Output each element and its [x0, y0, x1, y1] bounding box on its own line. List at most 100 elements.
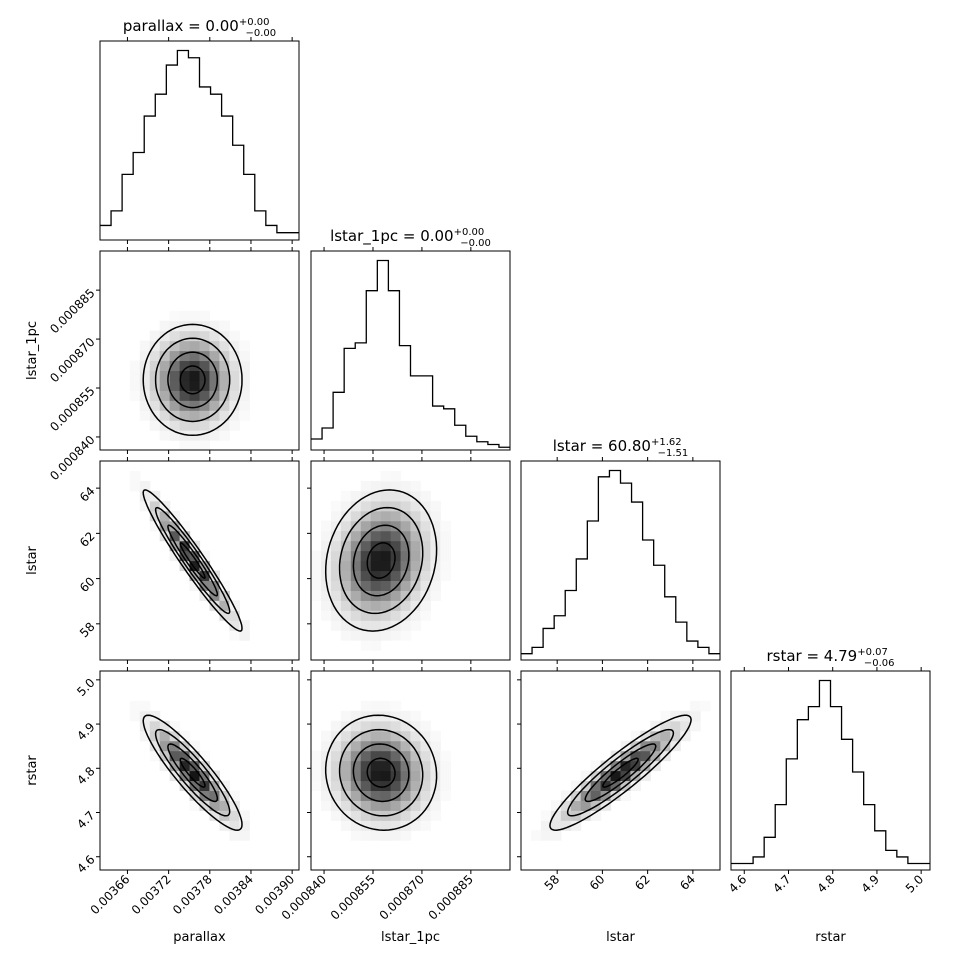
- x-axis-label-lstar: lstar: [606, 930, 635, 945]
- density-cell: [340, 580, 352, 591]
- density-cell: [149, 750, 161, 762]
- density-cell: [400, 560, 412, 572]
- density-cell: [311, 780, 322, 791]
- density-cell: [370, 630, 382, 641]
- density-cell: [199, 770, 211, 782]
- density-cell: [169, 530, 181, 542]
- density-cell: [129, 480, 141, 492]
- density-cell: [209, 350, 220, 362]
- density-cell: [420, 810, 431, 821]
- density-cell: [219, 410, 230, 421]
- density-cell: [330, 600, 342, 611]
- density-cell: [360, 510, 372, 522]
- density-cell: [311, 760, 322, 772]
- density-cell: [159, 410, 171, 421]
- density-cell: [690, 710, 701, 722]
- density-cell: [360, 820, 372, 831]
- density-cell: [400, 720, 412, 732]
- y-tick-label: 64: [77, 484, 98, 505]
- density-cell: [199, 360, 211, 371]
- density-rstar-lstar: [530, 700, 711, 841]
- density-cell: [199, 380, 211, 391]
- x-tick-label: 0.00366: [88, 872, 133, 917]
- density-cell: [380, 480, 392, 492]
- density-cell: [239, 380, 250, 391]
- density-cell: [229, 810, 240, 821]
- density-cell: [159, 730, 171, 742]
- density-cell: [360, 620, 372, 631]
- density-cell: [179, 360, 191, 371]
- density-cell: [129, 370, 141, 381]
- panel-frame: [99, 250, 300, 451]
- x-tick-label: 60: [587, 872, 608, 893]
- density-cell: [169, 370, 181, 381]
- density-cell: [360, 740, 372, 752]
- density-cell: [350, 790, 362, 801]
- density-cell: [320, 550, 332, 562]
- density-cell: [330, 790, 342, 801]
- contour-line: [154, 506, 231, 615]
- density-cell: [199, 330, 211, 342]
- density-cell: [159, 370, 171, 381]
- density-cell: [420, 740, 431, 752]
- density-cell: [380, 620, 392, 631]
- x-tick-label: 0.000885: [426, 872, 476, 922]
- density-cell: [360, 750, 372, 762]
- density-cell: [420, 760, 431, 772]
- density-cell: [330, 520, 342, 532]
- density-cell: [410, 540, 422, 552]
- density-cell: [340, 620, 352, 631]
- density-cell: [370, 500, 382, 512]
- title-main: lstar_1pc = 0.00: [330, 227, 454, 246]
- contour-line: [142, 323, 243, 437]
- density-cell: [410, 590, 422, 601]
- density-cell: [320, 740, 332, 752]
- density-cell: [400, 600, 412, 611]
- density-cell: [189, 760, 201, 772]
- density-cell: [670, 730, 681, 742]
- density-cell: [630, 760, 641, 772]
- density-cell: [420, 750, 431, 762]
- y-tick-label: 0.000840: [47, 433, 97, 483]
- density-cell: [410, 530, 422, 542]
- density-cell: [440, 530, 451, 542]
- density-cell: [370, 640, 382, 651]
- density-cell: [420, 490, 431, 502]
- density-cell: [360, 560, 372, 572]
- density-cell: [340, 820, 352, 831]
- density-cell: [139, 340, 151, 352]
- density-cell: [370, 510, 382, 522]
- density-cell: [340, 740, 352, 752]
- density-cell: [189, 560, 201, 572]
- density-cell: [650, 750, 661, 762]
- density-cell: [410, 580, 422, 591]
- density-cell: [430, 800, 441, 811]
- density-cell: [420, 600, 431, 611]
- density-cell: [229, 420, 240, 431]
- density-cell: [340, 500, 352, 512]
- density-cell: [320, 730, 332, 742]
- density-cell: [390, 540, 402, 552]
- density-cell: [440, 520, 451, 532]
- contour-line: [602, 757, 639, 788]
- density-cell: [239, 390, 250, 401]
- density-cell: [660, 720, 671, 732]
- density-cell: [430, 750, 441, 762]
- density-cell: [139, 400, 151, 411]
- density-cell: [340, 760, 352, 772]
- y-tick-label: 0.000870: [47, 335, 97, 385]
- density-cell: [360, 770, 372, 782]
- density-cell: [219, 420, 230, 431]
- density-cell: [370, 570, 382, 581]
- contour-line: [584, 743, 657, 803]
- density-cell: [360, 610, 372, 621]
- density-cell: [350, 530, 362, 542]
- density-cell: [229, 340, 240, 352]
- contour-line: [179, 365, 206, 395]
- density-cell: [360, 600, 372, 611]
- density-cell: [420, 580, 431, 591]
- panel-parallax-parallax: parallax = 0.00+0.00 −0.00: [99, 17, 300, 244]
- density-cell: [370, 700, 382, 712]
- density-cell: [540, 810, 552, 821]
